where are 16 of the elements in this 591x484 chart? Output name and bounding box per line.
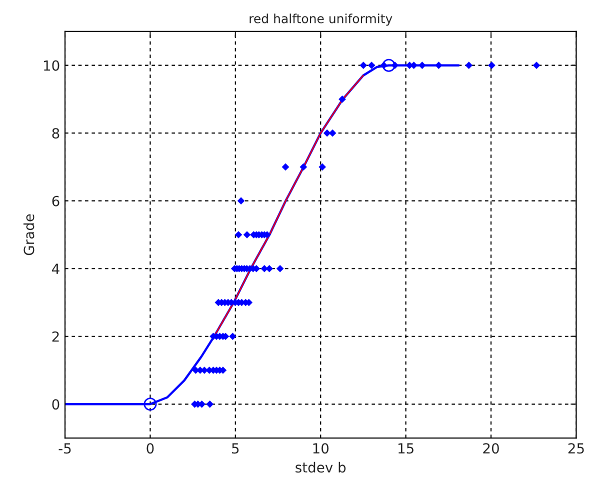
x-tick-label: 20 <box>483 443 499 454</box>
y-tick-label: 4 <box>52 264 60 274</box>
x-tick-label: 0 <box>146 443 154 454</box>
x-tick-label: -5 <box>58 443 71 454</box>
x-axis-title: stdev b <box>296 462 346 473</box>
chart-title: red halftone uniformity <box>250 14 392 26</box>
y-tick-label: 10 <box>44 60 60 71</box>
y-axis-title: Grade <box>23 214 34 256</box>
x-tick-label: 25 <box>568 443 584 454</box>
y-tick-label: 6 <box>52 196 60 206</box>
y-tick-label: 2 <box>52 331 59 342</box>
x-tick-label: 10 <box>313 443 329 454</box>
x-tick-label: 15 <box>398 443 414 454</box>
x-tick-label: 5 <box>232 443 239 454</box>
y-tick-label: 0 <box>52 399 60 410</box>
y-tick-label: 8 <box>52 128 60 139</box>
